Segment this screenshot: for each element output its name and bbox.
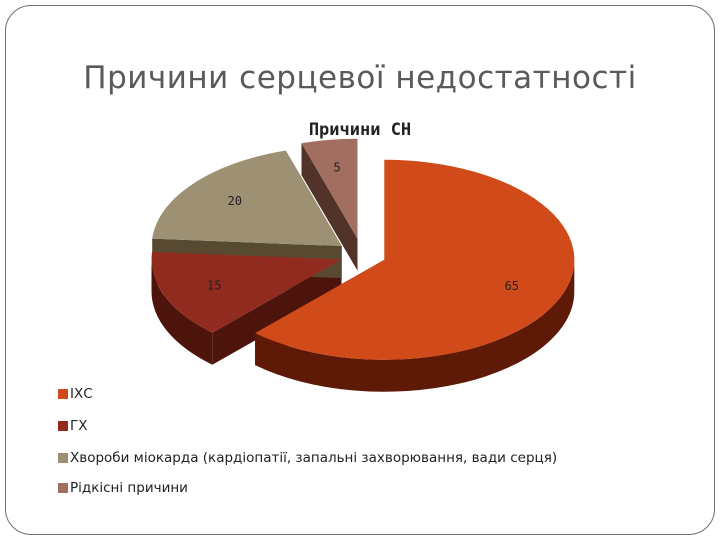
pie-slice-side-rare: [301, 143, 358, 271]
pie-slice-rare: [301, 138, 358, 239]
pie-slice-wall-ihs: [255, 259, 575, 392]
pie-slice-wall-gh: [151, 259, 213, 365]
legend-swatch: [58, 421, 68, 431]
legend-swatch: [58, 453, 68, 463]
legend-item-rare: Рідкісні причини: [58, 480, 188, 496]
legend-label: ГХ: [70, 418, 88, 434]
legend-item-ihs: ІХС: [58, 386, 93, 402]
data-label-rare: 5: [333, 161, 340, 175]
legend-label: ІХС: [70, 386, 93, 402]
legend-label: Рідкісні причини: [70, 480, 188, 496]
pie-slice-myocardium: [152, 150, 342, 247]
pie-slice-ihs: [255, 159, 575, 360]
legend-swatch: [58, 389, 68, 399]
slide-title: Причини серцевої недостатності: [83, 60, 637, 96]
slide-frame: [5, 5, 715, 535]
data-label-myocardium: 20: [227, 194, 241, 208]
legend-label: Хвороби міокарда (кардіопатії, запальні …: [70, 450, 558, 466]
legend-item-gh: ГХ: [58, 418, 87, 434]
legend-swatch: [58, 483, 68, 493]
legend-item-myocardium: Хвороби міокарда (кардіопатії, запальні …: [58, 450, 557, 466]
data-label-ihs: 65: [504, 279, 518, 293]
data-label-gh: 15: [207, 279, 221, 293]
chart-title: Причини СН: [308, 120, 412, 140]
pie-slice-gh: [151, 251, 342, 333]
